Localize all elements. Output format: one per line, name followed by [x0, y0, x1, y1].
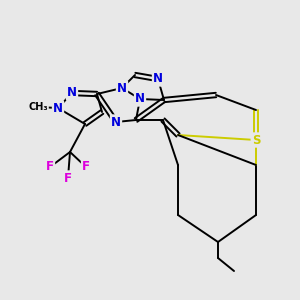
- Text: F: F: [64, 172, 72, 184]
- Text: F: F: [46, 160, 54, 173]
- Text: N: N: [67, 86, 77, 100]
- Text: N: N: [111, 116, 121, 128]
- Text: N: N: [117, 82, 127, 94]
- Text: CH₃: CH₃: [28, 102, 48, 112]
- Text: N: N: [135, 92, 145, 106]
- Text: F: F: [82, 160, 90, 173]
- Text: N: N: [53, 101, 63, 115]
- Text: N: N: [153, 73, 163, 85]
- Text: S: S: [252, 134, 260, 146]
